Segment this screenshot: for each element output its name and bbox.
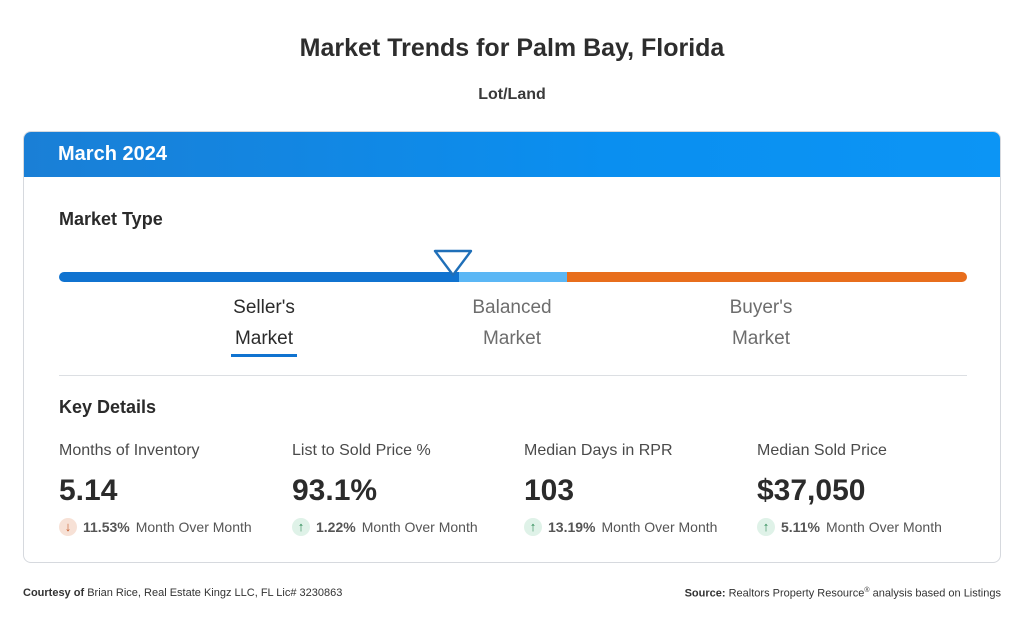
metric-change-label: Month Over Month [825,519,942,535]
market-type-heading: Market Type [59,209,163,229]
metric-change-label: Month Over Month [361,519,478,535]
market-label-balanced: Balanced Market [442,292,582,354]
metric-label: List to Sold Price % [292,442,431,459]
footer-source: Source: Realtors Property Resource® anal… [685,587,1001,600]
metric-months-of-inventory: Months of Inventory 5.14 ↓ 11.53% Month … [59,442,279,536]
metric-change-pct: 5.11% [781,519,820,535]
footer-source-reg: ® [864,587,870,594]
page-title: Market Trends for Palm Bay, Florida [299,34,725,62]
market-trends-card: March 2024 Market Type Seller's Market B… [23,131,1001,563]
metric-change-pct: 13.19% [548,519,596,535]
metric-median-days-in-rpr: Median Days in RPR 103 ↑ 13.19% Month Ov… [524,442,744,536]
metric-median-sold-price: Median Sold Price $37,050 ↑ 5.11% Month … [757,442,977,536]
metric-change-pct: 1.22% [316,519,356,535]
metric-change: ↑ 13.19% Month Over Month [524,518,744,536]
arrow-up-icon: ↑ [292,518,310,536]
bar-segment-seller [59,272,459,282]
metric-label: Median Days in RPR [524,442,673,459]
page-subtitle: Lot/Land [478,86,546,103]
market-label-balanced-line1: Balanced [472,297,552,318]
key-details-heading: Key Details [59,397,157,417]
market-label-seller-line2: Market [234,328,294,349]
metric-value: $37,050 [757,474,866,507]
metric-change: ↑ 1.22% Month Over Month [292,518,512,536]
section-divider [59,375,967,376]
arrow-down-icon: ↓ [59,518,77,536]
footer-source-text-1: Realtors Property Resource [728,587,865,600]
footer-courtesy: Courtesy of Brian Rice, Real Estate King… [23,587,342,599]
market-label-seller-line1: Seller's [233,297,295,318]
market-label-seller: Seller's Market [194,292,334,354]
metric-change: ↓ 11.53% Month Over Month [59,518,279,536]
metric-change: ↑ 5.11% Month Over Month [757,518,977,536]
market-label-buyer-line2: Market [731,328,791,349]
metric-list-to-sold: List to Sold Price % 93.1% ↑ 1.22% Month… [292,442,512,536]
market-label-balanced-line2: Market [482,328,542,349]
metric-value: 5.14 [59,474,118,507]
metric-value: 93.1% [292,474,378,507]
footer-courtesy-text: Brian Rice, Real Estate Kingz LLC, FL Li… [87,587,343,599]
bar-segment-balanced [459,272,567,282]
arrow-up-icon: ↑ [757,518,775,536]
market-label-buyer: Buyer's Market [691,292,831,354]
metric-label: Months of Inventory [59,442,200,459]
metric-label: Median Sold Price [757,442,887,459]
metric-change-label: Month Over Month [135,519,252,535]
metric-change-pct: 11.53% [83,519,130,535]
arrow-up-icon: ↑ [524,518,542,536]
footer-source-text-2: analysis based on Listings [872,587,1001,600]
market-type-bar [59,272,967,282]
market-indicator-icon [432,248,474,278]
footer-courtesy-prefix: Courtesy of [23,587,85,599]
market-label-buyer-line1: Buyer's [729,297,793,318]
metric-change-label: Month Over Month [601,519,718,535]
footer-source-prefix: Source: [684,587,726,600]
card-header-period: March 2024 [24,132,1000,177]
bar-segment-buyer [567,272,967,282]
selected-market-underline [231,354,297,357]
metric-value: 103 [524,474,575,507]
